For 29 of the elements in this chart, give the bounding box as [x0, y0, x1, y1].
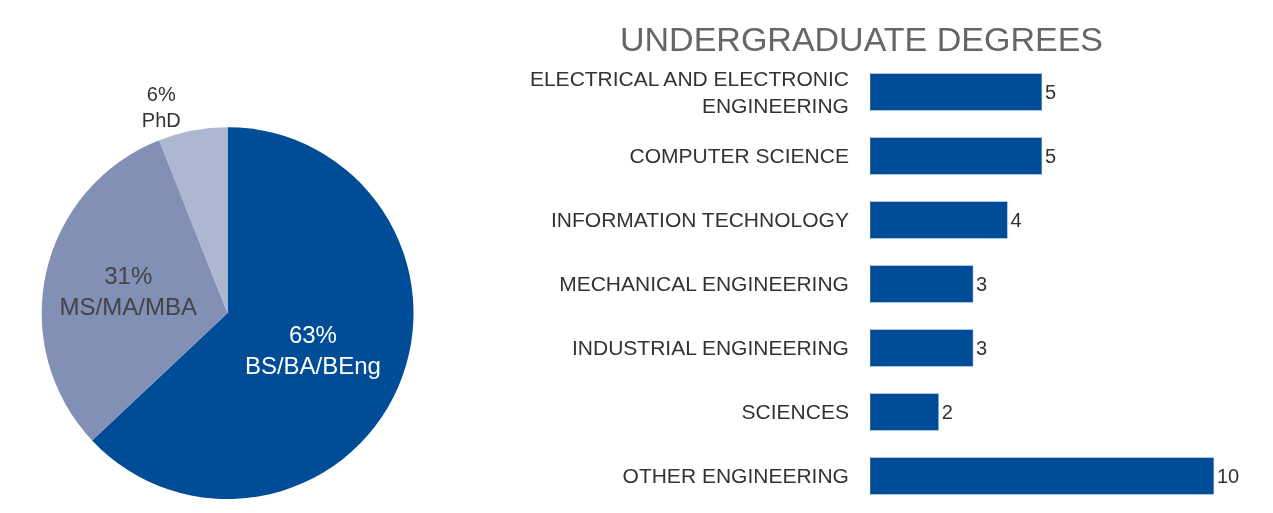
data-label: 6%: [146, 83, 176, 106]
y-tick-label: INFORMATION TECHNOLOGY: [551, 208, 849, 232]
y-tick-label: OTHER ENGINEERING: [622, 464, 849, 488]
data-label: 3: [976, 337, 988, 359]
bar: [869, 393, 939, 431]
bar: [869, 137, 1043, 175]
slice-label: BS/BA/BEng: [244, 352, 381, 380]
data-label: 5: [1044, 81, 1057, 103]
data-label: 63%: [288, 320, 337, 348]
data-label: 10: [1216, 465, 1240, 487]
y-tick-label: MECHANICAL ENGINEERING: [559, 272, 849, 296]
y-tick-label: SCIENCES: [741, 400, 849, 424]
slice-label: PhD: [141, 109, 181, 132]
y-tick-label: ELECTRICAL AND ELECTRONIC ENGINEERING: [529, 66, 849, 117]
pie-slice: [41, 140, 228, 441]
bar: [869, 201, 1008, 239]
data-label: 31%: [104, 261, 153, 289]
y-tick-label: COMPUTER SCIENCE: [629, 144, 849, 168]
y-tick-label: INDUSTRIAL ENGINEERING: [571, 336, 849, 360]
chart-title: UNDERGRADUATE DEGREES: [620, 20, 1103, 58]
bar: [869, 457, 1215, 495]
bar: [869, 73, 1043, 111]
data-label: 3: [976, 273, 988, 295]
data-label: 5: [1044, 145, 1057, 167]
data-label: 2: [941, 401, 953, 423]
bar: [869, 329, 974, 367]
slice-label: MS/MA/MBA: [59, 293, 197, 321]
data-label: 4: [1010, 209, 1022, 231]
bar: [869, 265, 974, 303]
